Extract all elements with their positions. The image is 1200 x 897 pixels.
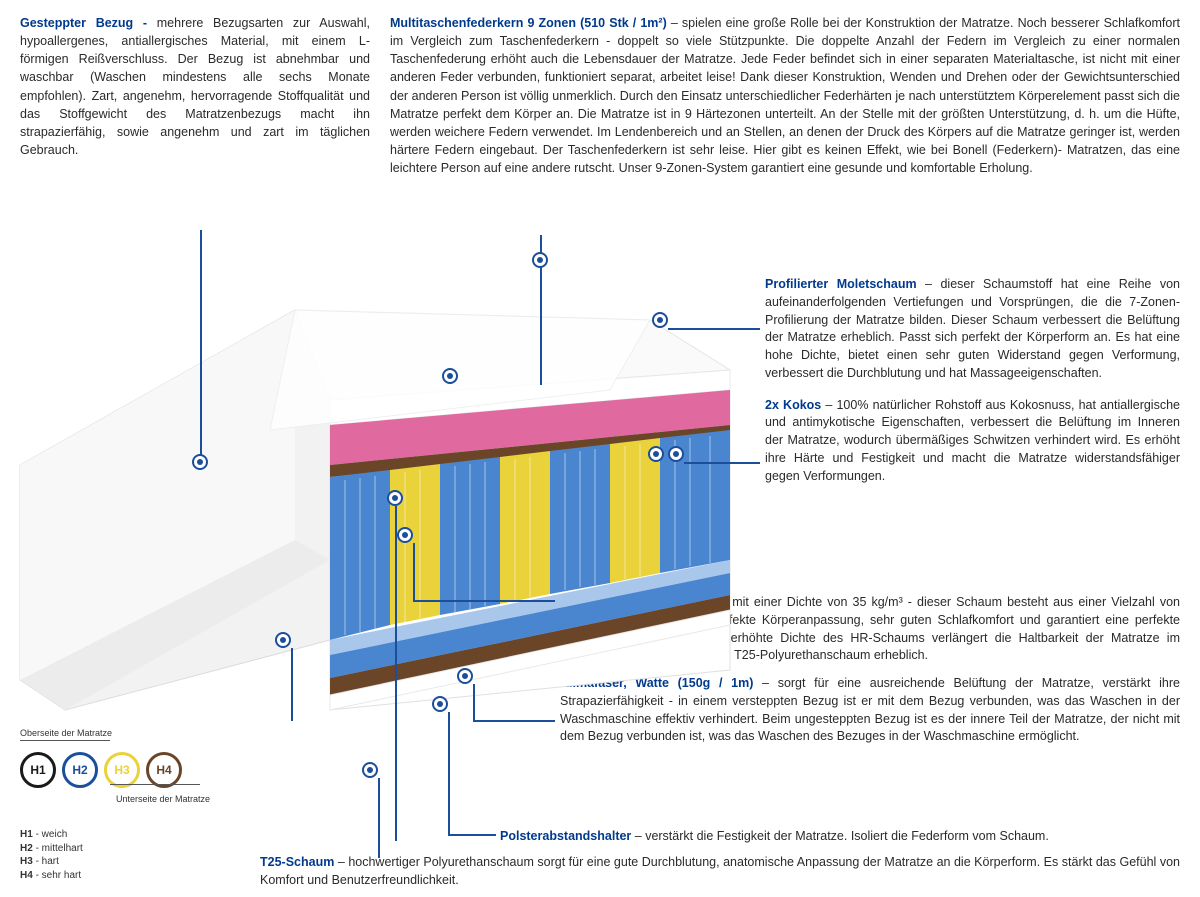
klima-dot-1 bbox=[275, 632, 291, 648]
legend-label-h2: H2 - mittelhart bbox=[20, 842, 250, 856]
legend-label-h4: H4 - sehr hart bbox=[20, 869, 250, 883]
multitaschen-title: Multitaschenfederkern 9 Zonen (510 Stk /… bbox=[390, 16, 667, 30]
t25-title: T25-Schaum bbox=[260, 855, 334, 869]
section-molet: Profilierter Moletschaum – dieser Schaum… bbox=[765, 276, 1180, 383]
bezug-dot bbox=[192, 454, 208, 470]
lead-klima-v2 bbox=[291, 648, 293, 721]
bottom-column: Polsterabstandshalter – verstärkt die Fe… bbox=[260, 828, 1180, 897]
mattress-svg bbox=[10, 280, 750, 720]
lead-t25-v2 bbox=[395, 506, 397, 841]
molet-text: – dieser Schaumstoff hat eine Reihe von … bbox=[765, 277, 1180, 380]
multi-mid-dot bbox=[442, 368, 458, 384]
legend-bottom-label: Unterseite der Matratze bbox=[20, 794, 250, 804]
section-bezug: Gesteppter Bezug - mehrere Bezugsarten z… bbox=[20, 14, 370, 159]
bezug-title: Gesteppter Bezug - bbox=[20, 16, 157, 30]
legend-circle-h2: H2 bbox=[62, 752, 98, 788]
lead-klima-v bbox=[473, 684, 475, 721]
lead-hr-h bbox=[413, 600, 555, 602]
polster-text: – verstärkt die Festigkeit der Matratze.… bbox=[631, 829, 1049, 843]
lead-polster-v bbox=[448, 712, 450, 835]
legend-circles: H1H2H3H4 bbox=[20, 752, 250, 788]
polster-title: Polsterabstandshalter bbox=[500, 829, 631, 843]
legend-labels: H1 - weichH2 - mittelhartH3 - hartH4 - s… bbox=[20, 828, 250, 882]
legend-circle-h1: H1 bbox=[20, 752, 56, 788]
legend-label-h1: H1 - weich bbox=[20, 828, 250, 842]
section-t25: T25-Schaum – hochwertiger Polyurethansch… bbox=[260, 854, 1180, 890]
lead-hr-v bbox=[413, 543, 415, 601]
legend-circle-h4: H4 bbox=[146, 752, 182, 788]
t25-text: – hochwertiger Polyurethanschaum sorgt f… bbox=[260, 855, 1180, 887]
kokos-title: 2x Kokos bbox=[765, 398, 821, 412]
legend-label-h3: H3 - hart bbox=[20, 855, 250, 869]
lead-bezug bbox=[200, 230, 202, 462]
hr-dot bbox=[397, 527, 413, 543]
section-kokos: 2x Kokos – 100% natürlicher Rohstoff aus… bbox=[765, 397, 1180, 486]
lead-polster-h bbox=[448, 834, 496, 836]
lead-t25-v bbox=[378, 778, 380, 858]
t25-dot-1 bbox=[362, 762, 378, 778]
kokos-text: – 100% natürlicher Rohstoff aus Kokosnus… bbox=[765, 398, 1180, 483]
lead-kokos bbox=[684, 462, 760, 464]
multi-top-dot bbox=[532, 252, 548, 268]
hardness-legend: Oberseite der Matratze H1H2H3H4 Untersei… bbox=[20, 728, 250, 882]
section-polster: Polsterabstandshalter – verstärkt die Fe… bbox=[500, 828, 1180, 846]
lead-klima-h bbox=[473, 720, 555, 722]
kokos-dot-2 bbox=[668, 446, 684, 462]
t25-dot-2 bbox=[387, 490, 403, 506]
molet-dot bbox=[652, 312, 668, 328]
kokos-dot-1 bbox=[648, 446, 664, 462]
right-column: Profilierter Moletschaum – dieser Schaum… bbox=[765, 276, 1180, 499]
molet-title: Profilierter Moletschaum bbox=[765, 277, 917, 291]
section-multitaschen: Multitaschenfederkern 9 Zonen (510 Stk /… bbox=[390, 14, 1180, 177]
legend-circle-h3: H3 bbox=[104, 752, 140, 788]
klima-dot-2 bbox=[457, 668, 473, 684]
multitaschen-text: – spielen eine große Rolle bei der Konst… bbox=[390, 16, 1180, 175]
lead-molet bbox=[668, 328, 760, 330]
mattress-illustration bbox=[10, 280, 750, 720]
polster-dot bbox=[432, 696, 448, 712]
legend-top-label: Oberseite der Matratze bbox=[20, 728, 250, 738]
bezug-text: mehrere Bezugsarten zur Auswahl, hypoall… bbox=[20, 16, 370, 157]
